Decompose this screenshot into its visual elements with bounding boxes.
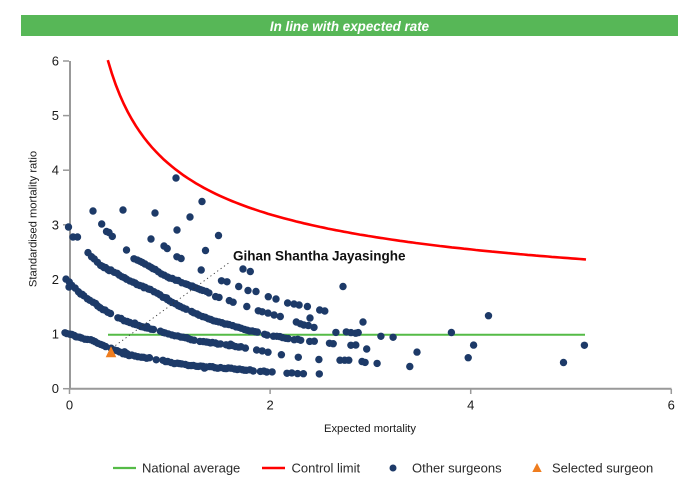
svg-text:3: 3 <box>52 217 59 232</box>
svg-text:6: 6 <box>52 54 59 69</box>
svg-text:0: 0 <box>66 397 73 412</box>
svg-text:5: 5 <box>52 108 59 123</box>
svg-text:Other surgeons: Other surgeons <box>412 461 502 476</box>
svg-text:2: 2 <box>52 272 59 287</box>
svg-text:6: 6 <box>668 397 675 412</box>
svg-text:Selected surgeon: Selected surgeon <box>552 461 653 476</box>
svg-text:0: 0 <box>52 381 59 396</box>
svg-text:1: 1 <box>52 327 59 342</box>
svg-text:4: 4 <box>467 397 474 412</box>
svg-text:2: 2 <box>266 397 273 412</box>
svg-text:Control limit: Control limit <box>292 461 361 476</box>
svg-text:Gihan Shantha Jayasinghe: Gihan Shantha Jayasinghe <box>233 249 406 264</box>
svg-text:National average: National average <box>142 461 240 476</box>
svg-text:4: 4 <box>52 163 59 178</box>
svg-text:Expected mortality: Expected mortality <box>324 423 416 435</box>
svg-text:In line with expected rate: In line with expected rate <box>270 19 430 34</box>
svg-text:Standardised mortality ratio: Standardised mortality ratio <box>28 151 40 287</box>
